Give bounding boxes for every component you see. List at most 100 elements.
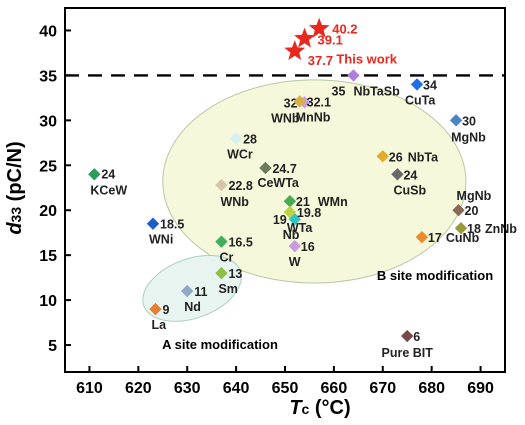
point-name-label: CuTa <box>405 93 436 107</box>
point-name-label: W <box>289 255 301 269</box>
x-tick-label: 690 <box>467 380 494 397</box>
star-point-40-2: 40.2 <box>308 17 358 38</box>
point-value-label: 24 <box>403 168 417 182</box>
star-marker <box>294 27 315 48</box>
data-point-cr-16-5: 16.5Cr <box>215 235 253 265</box>
star-point-37-7: 37.7 <box>284 40 333 68</box>
point-marker <box>283 205 297 219</box>
point-marker <box>88 168 101 181</box>
point-value-label: 16 <box>301 240 315 254</box>
region-b-site-modification <box>162 79 467 284</box>
point-marker <box>391 168 404 181</box>
star-point-39-1: 39.1 <box>294 27 343 48</box>
point-name-label: WNb <box>271 111 300 125</box>
x-axis-title-sub: c <box>302 401 310 417</box>
point-value-label: 18 <box>467 222 481 236</box>
point-name-label: WMn <box>318 195 348 209</box>
y-tick-label: 15 <box>39 248 57 265</box>
x-axis-title: Tc (°C) <box>289 397 350 419</box>
y-tick-label: 30 <box>39 113 57 130</box>
point-value-label: 32.1 <box>307 95 331 109</box>
data-point-wmn-21: 21 WMn <box>283 195 348 209</box>
point-value-label: 19.8 <box>297 206 321 220</box>
point-marker <box>452 204 465 217</box>
y-tick-label: 35 <box>39 68 57 85</box>
point-name-label: MnNb <box>296 110 331 124</box>
x-axis-title-main: T <box>289 397 303 419</box>
point-value-label: 22.8 <box>228 179 252 193</box>
x-tick-label: 660 <box>321 380 348 397</box>
star-value-label: 40.2 <box>332 22 357 37</box>
x-tick-label: 670 <box>369 380 396 397</box>
point-marker <box>215 235 228 248</box>
point-marker <box>454 221 468 235</box>
data-point-la-9: 9La <box>149 302 169 332</box>
y-tick-label: 40 <box>39 23 57 40</box>
point-name-label: WNb <box>220 195 249 209</box>
data-point-nbta-26: 26 NbTa <box>376 150 439 164</box>
regions-layer: B site modification A site modification <box>142 79 493 352</box>
x-tick-label: 640 <box>223 380 250 397</box>
x-tick-label: 630 <box>174 380 201 397</box>
point-marker <box>215 266 228 280</box>
point-value-label: 17 <box>428 231 442 245</box>
x-axis-ticks: 610 620 630 640 650 660 670 680 690 <box>76 366 494 397</box>
point-marker <box>215 178 228 192</box>
y-tick-label: 20 <box>39 203 57 220</box>
point-value-label: 32 <box>284 96 298 110</box>
star-value-label: 37.7 <box>308 53 333 68</box>
point-value-label: 11 <box>194 285 207 299</box>
x-tick-label: 610 <box>76 380 103 397</box>
y-axis-title-unit: (pC/N) <box>4 141 26 207</box>
data-point-nbtasb-35: 35 NbTaSb <box>332 69 400 98</box>
point-marker <box>376 150 389 163</box>
star-marker <box>284 40 306 60</box>
point-value-label: 6 <box>413 330 420 344</box>
star-marker <box>308 17 330 38</box>
point-name-label: Nb <box>283 228 300 242</box>
point-marker <box>347 69 360 82</box>
y-tick-label: 10 <box>39 293 57 310</box>
data-point-znnb-18: 18 ZnNb <box>454 221 517 236</box>
data-point-cunb-17: 17 CuNb <box>415 230 480 245</box>
point-name-label: WCr <box>227 147 253 161</box>
y-tick-label: 25 <box>39 158 57 175</box>
y-axis-title-main: d <box>4 222 26 235</box>
point-name-label: CuNb <box>446 231 480 245</box>
y-axis-ticks: 5 10 15 20 25 30 35 40 <box>39 23 71 355</box>
point-name-label: Nd <box>184 300 201 314</box>
point-name-label: WTa <box>287 221 314 235</box>
point-marker <box>146 217 160 230</box>
point-value-label: 35 <box>332 84 346 98</box>
point-marker <box>283 195 297 208</box>
x-tick-label: 650 <box>272 380 299 397</box>
point-value-label: 24.7 <box>272 162 296 176</box>
region-label-b-site-modification: B site modification <box>377 268 493 283</box>
point-name-label: MgNb <box>457 189 492 203</box>
point-value-label: 21 <box>296 195 310 209</box>
point-name-label: NbTaSb <box>353 84 400 98</box>
point-value-label: 30 <box>462 114 476 128</box>
point-marker <box>401 329 414 343</box>
point-name-label: Sm <box>218 282 237 296</box>
point-marker <box>449 114 463 127</box>
point-name-label: WNi <box>149 233 173 247</box>
stars-layer: 40.239.1 37.7 This work <box>284 17 398 68</box>
point-value-label: 13 <box>228 267 242 281</box>
star-value-label: 39.1 <box>318 33 343 48</box>
x-axis-title-unit: (°C) <box>309 397 350 419</box>
point-name-label: NbTa <box>408 150 439 164</box>
point-name-label: Cr <box>219 251 233 265</box>
point-name-label: ZnNb <box>485 222 517 236</box>
region-label-a-site-modification: A site modification <box>162 337 278 352</box>
